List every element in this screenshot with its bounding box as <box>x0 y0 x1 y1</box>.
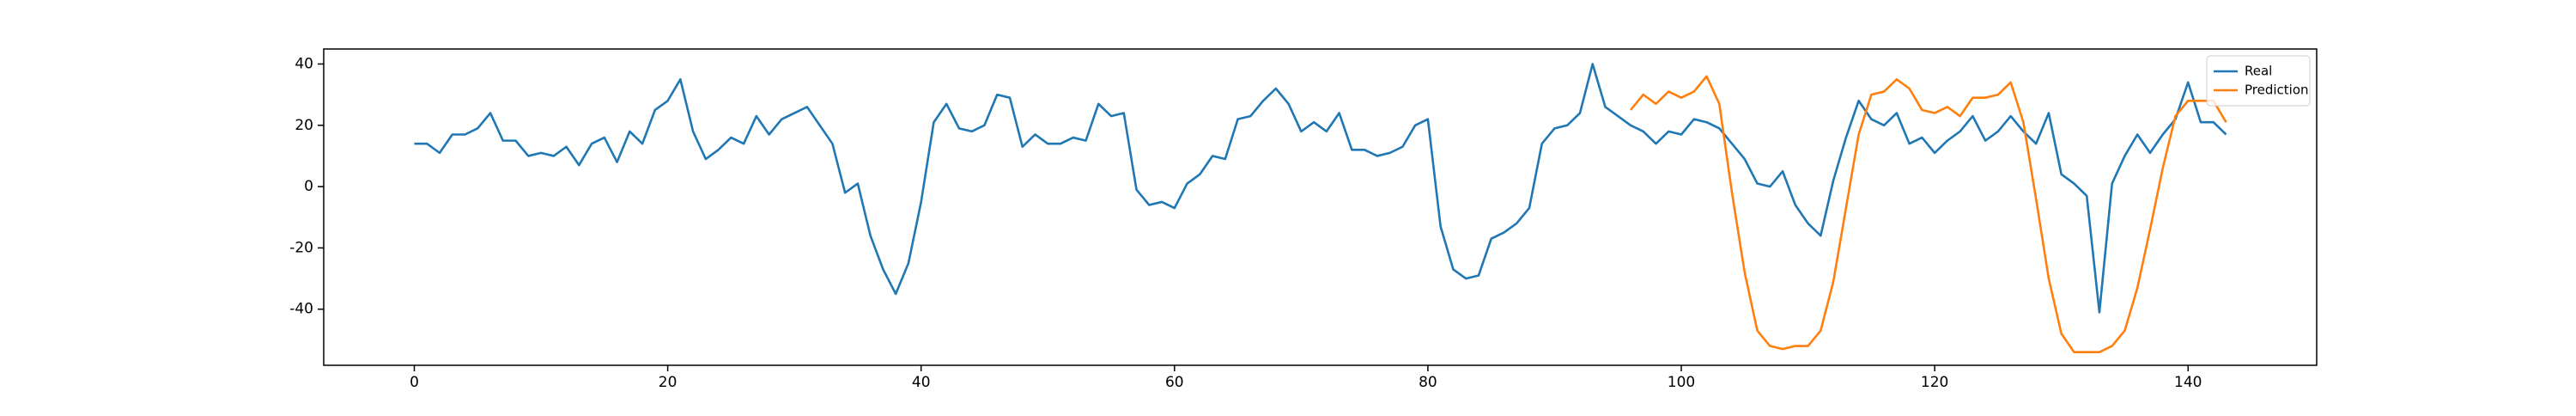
x-tick-label: 120 <box>1921 374 1948 391</box>
x-tick-label: 140 <box>2174 374 2202 391</box>
line-series <box>1629 75 2227 353</box>
legend-box <box>2206 55 2311 107</box>
x-tick-label: 40 <box>912 374 931 391</box>
y-tick-label: 0 <box>304 178 313 195</box>
x-tick-label: 20 <box>659 374 677 391</box>
y-tick-label: 40 <box>295 55 313 72</box>
y-tick-label: 20 <box>295 117 313 134</box>
axes-frame <box>323 48 2318 366</box>
x-tick-label: 100 <box>1668 374 1695 391</box>
y-tick-label: -40 <box>289 301 313 318</box>
line-series <box>414 63 2227 314</box>
y-tick-label: -20 <box>289 239 313 256</box>
legend-label: Prediction <box>2245 83 2309 98</box>
legend-label: Real <box>2245 64 2272 79</box>
x-tick-label: 80 <box>1419 374 1437 391</box>
x-tick-label: 0 <box>410 374 419 391</box>
x-tick-label: 60 <box>1165 374 1184 391</box>
